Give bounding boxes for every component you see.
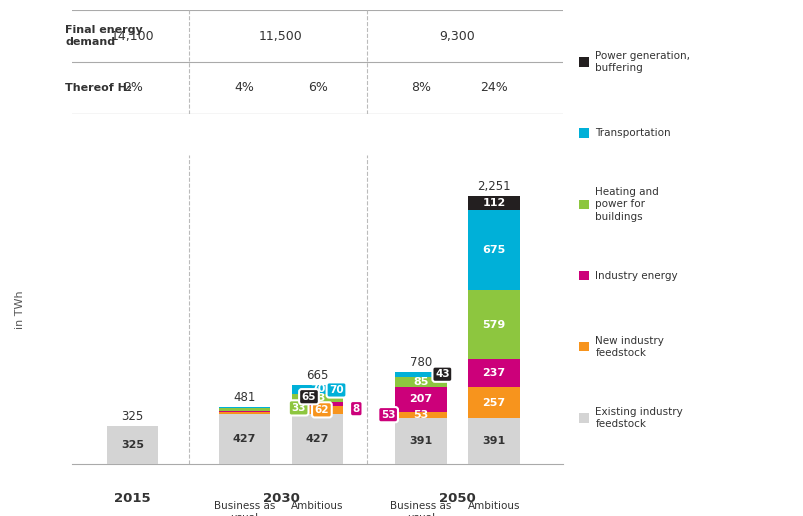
Text: 62: 62 — [309, 405, 325, 415]
Text: 325: 325 — [121, 440, 144, 450]
Text: Industry energy: Industry energy — [595, 270, 677, 281]
Bar — [291, 402, 343, 406]
Text: in TWh: in TWh — [15, 291, 25, 329]
Text: Power generation,
buffering: Power generation, buffering — [595, 51, 690, 73]
Text: Final energy
demand: Final energy demand — [65, 25, 143, 47]
Text: 53: 53 — [381, 410, 395, 420]
Text: 14,100: 14,100 — [111, 29, 154, 43]
Bar — [394, 412, 446, 418]
Bar — [394, 372, 446, 377]
Text: 85: 85 — [413, 377, 428, 387]
Text: 11,500: 11,500 — [259, 29, 303, 43]
Text: 70: 70 — [328, 385, 344, 395]
Bar — [467, 359, 519, 387]
Bar — [394, 377, 446, 387]
Bar — [467, 197, 519, 209]
Text: Existing industry
feedstock: Existing industry feedstock — [595, 407, 683, 429]
Bar — [467, 387, 519, 418]
Text: 112: 112 — [482, 198, 505, 208]
Text: 2050: 2050 — [438, 492, 475, 505]
Bar — [218, 413, 270, 464]
Text: 675: 675 — [482, 245, 505, 255]
Text: Ambitious: Ambitious — [291, 502, 344, 511]
Bar — [218, 407, 270, 409]
Bar — [394, 418, 446, 464]
Text: 9,300: 9,300 — [439, 29, 475, 43]
Text: 257: 257 — [482, 397, 505, 408]
Text: Thereof H₂: Thereof H₂ — [65, 83, 132, 93]
Text: 237: 237 — [482, 368, 505, 378]
Text: 65: 65 — [301, 392, 316, 401]
Bar — [394, 387, 446, 412]
Text: Business as
usual: Business as usual — [389, 502, 451, 516]
Text: 62: 62 — [314, 405, 328, 415]
Text: 4%: 4% — [234, 81, 254, 94]
Text: New industry
feedstock: New industry feedstock — [595, 335, 663, 358]
Text: 6%: 6% — [308, 81, 327, 94]
Text: 391: 391 — [482, 436, 505, 446]
Bar — [291, 406, 343, 413]
Text: 427: 427 — [232, 434, 256, 444]
Text: 325: 325 — [121, 410, 144, 423]
Text: Heating and
power for
buildings: Heating and power for buildings — [595, 187, 658, 222]
Bar — [291, 413, 343, 464]
Bar — [107, 426, 158, 464]
Bar — [218, 411, 270, 412]
Bar — [218, 412, 270, 413]
Bar — [291, 385, 343, 394]
Bar — [218, 409, 270, 411]
Text: 43: 43 — [434, 369, 449, 379]
Text: 8%: 8% — [410, 81, 430, 94]
Text: 427: 427 — [305, 434, 329, 444]
Bar — [291, 394, 343, 402]
Text: 2015: 2015 — [114, 492, 151, 505]
Text: 207: 207 — [409, 394, 432, 404]
Text: 665: 665 — [306, 369, 328, 382]
Text: 53: 53 — [413, 410, 428, 420]
Text: 579: 579 — [482, 319, 505, 330]
Text: Business as
usual: Business as usual — [214, 502, 275, 516]
Text: 2,251: 2,251 — [476, 181, 510, 194]
Bar — [467, 418, 519, 464]
Text: 70: 70 — [309, 384, 325, 394]
Text: 8: 8 — [353, 404, 360, 414]
Text: 33: 33 — [291, 403, 305, 413]
Bar — [467, 209, 519, 290]
Text: 2030: 2030 — [263, 492, 299, 505]
Text: 391: 391 — [409, 436, 432, 446]
Text: Ambitious: Ambitious — [467, 502, 520, 511]
Text: 24%: 24% — [479, 81, 507, 94]
Text: 780: 780 — [410, 356, 431, 368]
Text: 73: 73 — [309, 393, 325, 403]
Bar — [467, 290, 519, 359]
Text: 2%: 2% — [123, 81, 142, 94]
Text: 481: 481 — [233, 391, 255, 404]
Text: Transportation: Transportation — [595, 128, 671, 138]
